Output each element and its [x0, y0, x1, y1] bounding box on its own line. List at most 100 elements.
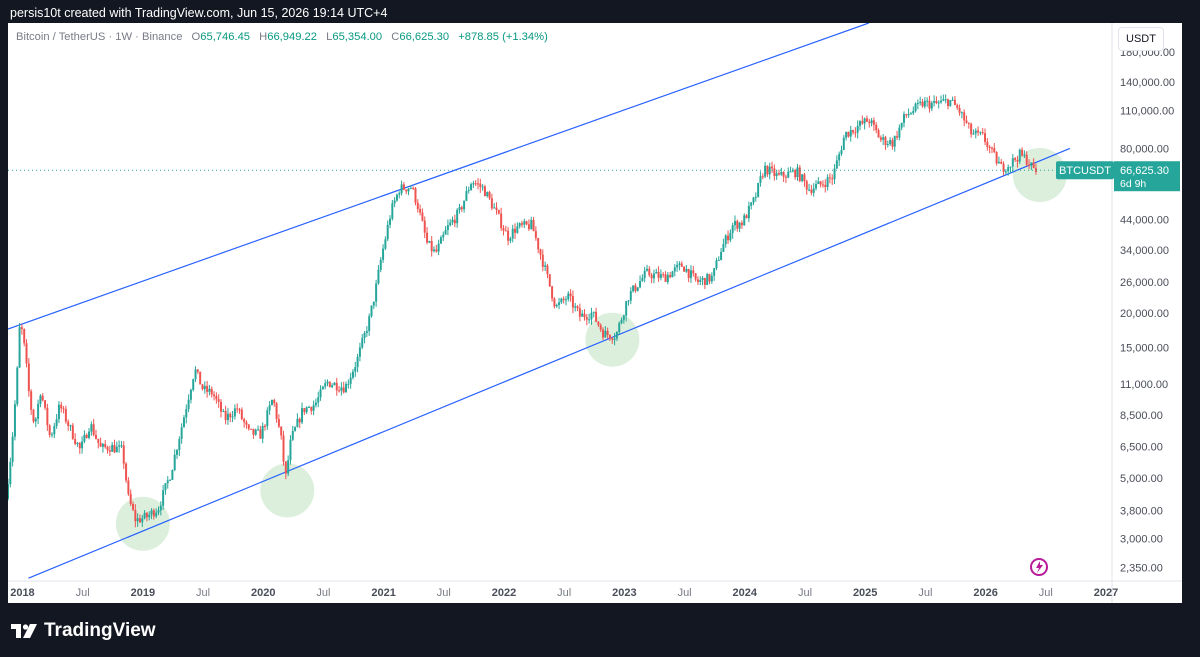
candle-body-140: [331, 385, 334, 388]
price-chart-svg[interactable]: 180,000.00140,000.00110,000.0080,000.004…: [8, 23, 1182, 603]
candle-body-13: [37, 403, 40, 419]
candle-body-288: [673, 267, 676, 272]
candle-body-104: [247, 424, 250, 429]
candle-body-126: [298, 418, 301, 423]
candle-body-179: [421, 212, 424, 221]
candle-body-316: [738, 222, 741, 229]
candle-body-124: [294, 427, 297, 431]
candle-body-164: [386, 224, 389, 240]
candle-body-300: [701, 277, 704, 281]
candle-body-127: [301, 408, 304, 423]
candle-body-289: [676, 264, 679, 268]
candle-body-429: [1000, 161, 1003, 164]
candle-body-128: [303, 408, 306, 413]
candle-body-46: [113, 445, 116, 453]
chart-pane[interactable]: 180,000.00 140,000.00 110,000.00 80,000.00 4…: [8, 23, 1182, 603]
candle-body-203: [476, 183, 479, 185]
candle-body-279: [652, 273, 655, 279]
y-tick-label-3: 80,000.00: [1120, 143, 1169, 155]
currency-button[interactable]: USDT: [1118, 27, 1164, 51]
candle-body-145: [342, 387, 345, 393]
candle-body-84: [201, 384, 204, 390]
candle-body-139: [328, 381, 331, 388]
candle-body-168: [395, 194, 398, 201]
candle-body-407: [949, 100, 952, 107]
candle-body-232: [544, 265, 547, 267]
candle-body-42: [104, 443, 107, 448]
candle-body-191: [449, 222, 452, 226]
candle-body-415: [967, 122, 970, 124]
candle-body-240: [562, 298, 565, 300]
candle-body-35: [88, 431, 91, 438]
candle-body-85: [203, 385, 206, 390]
x-tick-label-7: Jul: [437, 587, 451, 599]
candle-body-430: [1002, 163, 1005, 172]
candle-body-423: [986, 141, 989, 148]
candle-body-116: [275, 403, 278, 419]
candle-body-153: [361, 338, 364, 348]
events-lightning-icon[interactable]: [1030, 558, 1048, 576]
candle-body-217: [509, 238, 512, 241]
tradingview-footer[interactable]: TradingView: [10, 619, 156, 643]
candle-body-131: [310, 407, 313, 411]
candle-body-105: [250, 428, 253, 430]
candle-body-66: [159, 505, 162, 511]
candle-body-297: [694, 273, 697, 280]
candle-body-61: [148, 514, 151, 518]
candle-body-386: [900, 122, 903, 128]
y-tick-label-9: 11,000.00: [1120, 379, 1168, 391]
candle-body-148: [349, 377, 352, 384]
candle-body-154: [363, 332, 366, 339]
candle-body-63: [152, 510, 155, 517]
candle-body-67: [162, 490, 165, 506]
symbol-title[interactable]: Bitcoin / TetherUS · 1W · Binance: [16, 31, 183, 43]
candle-body-336: [784, 176, 787, 178]
candle-body-419: [977, 130, 980, 133]
candle-body-389: [907, 114, 910, 116]
candle-body-201: [472, 183, 475, 185]
candle-body-313: [731, 225, 734, 233]
candle-body-293: [685, 268, 688, 272]
y-tick-label-12: 5,000.00: [1120, 473, 1163, 485]
candle-body-224: [525, 221, 528, 225]
candle-body-49: [120, 445, 123, 447]
candle-body-7: [23, 329, 26, 344]
x-tick-label-13: Jul: [798, 587, 812, 599]
candle-body-228: [534, 231, 537, 239]
candle-body-110: [261, 425, 264, 439]
candle-body-47: [115, 446, 118, 453]
candle-body-200: [470, 184, 473, 191]
symbol-legend: Bitcoin / TetherUS · 1W · Binance O65,74…: [16, 31, 548, 43]
candle-body-253: [592, 311, 595, 313]
candle-body-403: [940, 100, 943, 103]
candle-body-380: [886, 144, 889, 146]
candle-body-341: [796, 167, 799, 178]
candle-body-393: [916, 102, 919, 104]
candle-body-310: [724, 235, 727, 245]
candle-body-292: [683, 266, 686, 272]
x-tick-label-6: 2021: [371, 587, 395, 599]
candle-body-181: [426, 232, 429, 243]
candle-body-82: [196, 369, 199, 372]
candle-body-218: [511, 228, 514, 239]
candle-body-151: [356, 356, 359, 368]
candle-body-199: [467, 190, 470, 192]
candle-body-138: [326, 381, 329, 384]
candle-body-267: [625, 301, 628, 316]
candle-body-112: [266, 410, 269, 427]
candle-body-44: [108, 450, 111, 452]
candle-body-130: [307, 407, 310, 409]
candle-body-74: [178, 439, 181, 451]
candle-body-52: [127, 480, 130, 494]
candle-body-428: [997, 161, 1000, 164]
channel-upper: [8, 23, 869, 330]
candle-body-177: [416, 202, 419, 210]
candle-body-26: [67, 421, 70, 426]
candle-body-174: [409, 187, 412, 189]
candle-body-147: [347, 383, 350, 385]
candle-body-31: [78, 442, 81, 449]
candle-body-120: [284, 461, 287, 474]
candle-body-414: [965, 120, 968, 123]
candle-body-43: [106, 447, 109, 451]
candle-body-270: [632, 285, 635, 292]
